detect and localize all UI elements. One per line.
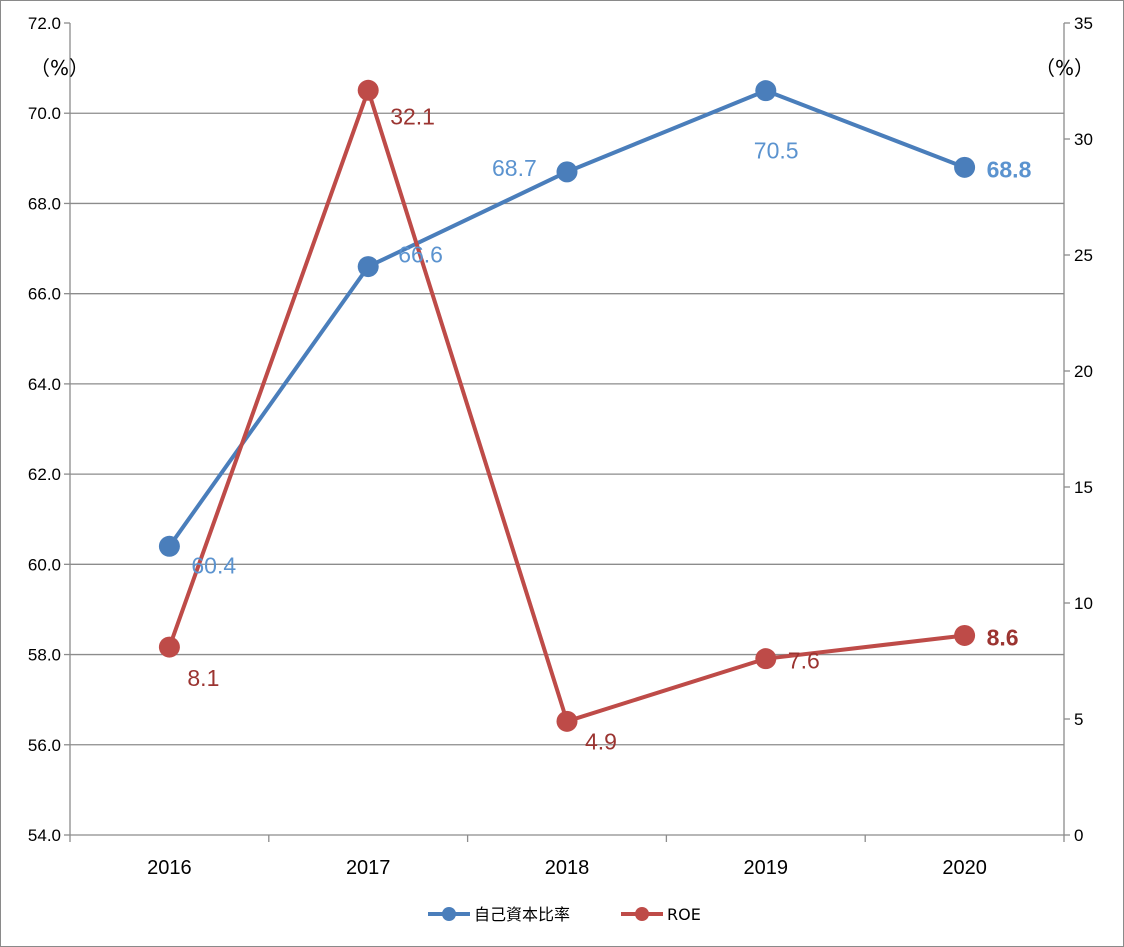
left-tick-label: 72.0 [28, 14, 61, 33]
data-labels: 60.4 66.6 68.7 70.5 68.8 8.1 32.1 4.9 7.6 8.6 [187, 103, 1031, 754]
data-label: 60.4 [191, 552, 236, 578]
right-axis-ticks: 0 5 10 15 20 25 30 35 [1064, 14, 1093, 845]
data-label: 68.8 [987, 156, 1032, 182]
legend-marker [635, 907, 649, 921]
left-tick-label: 56.0 [28, 736, 61, 755]
right-tick-label: 20 [1074, 362, 1093, 381]
data-label: 7.6 [788, 648, 820, 674]
data-label: 4.9 [585, 728, 617, 754]
legend-marker [442, 907, 456, 921]
left-tick-label: 58.0 [28, 646, 61, 665]
data-label: 66.6 [398, 242, 443, 268]
series-line [167, 88, 965, 724]
series-layer [158, 79, 976, 732]
data-point [158, 535, 180, 557]
right-tick-label: 35 [1074, 14, 1093, 33]
axes [69, 23, 1065, 836]
right-tick-label: 25 [1074, 246, 1093, 265]
left-tick-label: 68.0 [28, 194, 61, 213]
right-tick-label: 30 [1074, 130, 1093, 149]
right-tick-label: 15 [1074, 478, 1093, 497]
data-label: 70.5 [754, 138, 799, 164]
data-point [357, 79, 379, 101]
legend: 自己資本比率 ROE [428, 905, 701, 924]
left-axis-unit: （%） [30, 56, 89, 80]
data-point [755, 648, 777, 670]
data-point [556, 161, 578, 183]
legend-label: ROE [667, 905, 701, 924]
data-point [556, 710, 578, 732]
data-label: 8.1 [187, 665, 219, 691]
x-tick-label: 2016 [147, 857, 192, 879]
left-tick-label: 70.0 [28, 104, 61, 123]
x-tick-label: 2018 [545, 857, 590, 879]
data-point [954, 156, 976, 178]
data-point [954, 624, 976, 646]
right-tick-label: 10 [1074, 594, 1093, 613]
right-axis-unit: （%） [1035, 56, 1094, 80]
data-label: 8.6 [987, 624, 1019, 650]
left-axis-ticks: 54.0 56.0 58.0 60.0 62.0 64.0 66.0 68.0 70.0 72.0 [28, 14, 70, 845]
x-tick-label: 2020 [942, 857, 987, 879]
left-tick-label: 54.0 [28, 826, 61, 845]
legend-label: 自己資本比率 [474, 905, 570, 924]
x-tick-label: 2019 [744, 857, 789, 879]
data-point [357, 256, 379, 278]
grid-lines [70, 112, 1064, 746]
left-tick-label: 64.0 [28, 375, 61, 394]
x-tick-label: 2017 [346, 857, 391, 879]
data-point [158, 636, 180, 658]
right-tick-label: 5 [1074, 710, 1083, 729]
data-label: 32.1 [390, 103, 435, 129]
right-tick-label: 0 [1074, 826, 1083, 845]
left-tick-label: 62.0 [28, 465, 61, 484]
data-label: 68.7 [492, 155, 537, 181]
left-tick-label: 60.0 [28, 555, 61, 574]
x-axis-ticks: 2016 2017 2018 2019 2020 [69, 835, 1065, 879]
left-tick-label: 66.0 [28, 285, 61, 304]
data-point [755, 80, 777, 102]
